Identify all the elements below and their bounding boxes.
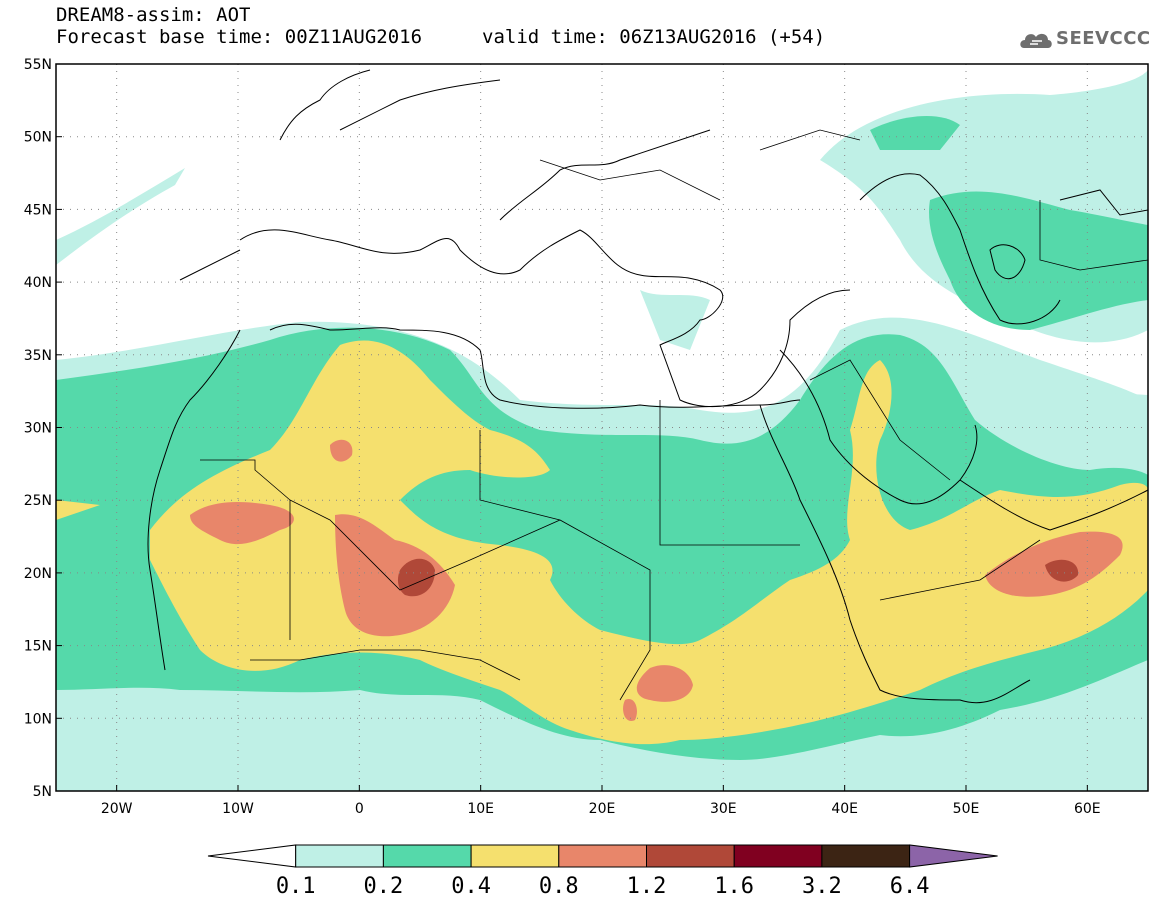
lon-tick-label: 30E — [710, 801, 737, 817]
map-title: DREAM8-assim: AOT — [56, 4, 251, 26]
lon-tick-label: 20W — [101, 801, 133, 817]
colorbar-swatch — [646, 844, 735, 868]
colorbar-label: 1.6 — [714, 874, 754, 899]
lat-tick-label: 55N — [24, 57, 52, 73]
lat-tick-label: 50N — [24, 130, 52, 146]
colorbar-swatch — [470, 844, 560, 868]
lat-tick-label: 20N — [24, 566, 52, 582]
lon-tick-label: 40E — [831, 801, 858, 817]
colorbar-swatch — [558, 844, 647, 868]
forecast-base-time: Forecast base time: 00Z11AUG2016 — [56, 26, 423, 48]
lon-tick-label: 50E — [953, 801, 980, 817]
colorbar-label: 3.2 — [802, 874, 842, 899]
lat-tick-label: 40N — [24, 275, 52, 291]
lat-tick-label: 25N — [24, 493, 52, 509]
lon-tick-label: 20E — [589, 801, 616, 817]
colorbar-label: 1.2 — [627, 874, 667, 899]
graticule — [56, 64, 1148, 791]
colorbar — [207, 844, 998, 868]
lon-tick-label: 0 — [355, 801, 364, 817]
lat-tick-label: 45N — [24, 202, 52, 218]
axis-ticks — [56, 63, 1088, 792]
lat-axis-labels: 55N 50N 45N 40N 35N 30N 25N 20N 15N 10N 5N — [24, 57, 52, 800]
colorbar-labels: 0.1 0.2 0.4 0.8 1.2 1.6 3.2 6.4 — [276, 874, 930, 899]
colorbar-under-triangle — [207, 844, 297, 868]
colorbar-label: 0.1 — [276, 874, 316, 899]
colorbar-swatch — [382, 844, 472, 868]
lat-tick-label: 30N — [24, 421, 52, 437]
lat-tick-label: 10N — [24, 711, 52, 727]
valid-time: valid time: 06Z13AUG2016 (+54) — [482, 26, 826, 48]
lon-axis-labels: 20W 10W 0 10E 20E 30E 40E 50E 60E — [101, 801, 1101, 817]
coastlines — [147, 69, 1148, 704]
cloud-icon — [1020, 33, 1052, 48]
lon-tick-label: 60E — [1074, 801, 1101, 817]
lat-tick-label: 35N — [24, 348, 52, 364]
aot-level-0.4 — [56, 340, 1148, 745]
country-borders — [200, 129, 1148, 701]
logo-text: SEEVCCC — [1056, 28, 1151, 49]
colorbar-swatch — [295, 844, 384, 868]
lat-tick-label: 5N — [33, 784, 52, 800]
colorbar-label: 6.4 — [890, 874, 930, 899]
colorbar-label: 0.2 — [364, 874, 404, 899]
colorbar-label: 0.8 — [539, 874, 579, 899]
colorbar-label: 0.4 — [451, 874, 491, 899]
colorbar-over-triangle — [909, 844, 998, 868]
lon-tick-label: 10E — [467, 801, 494, 817]
lat-tick-label: 15N — [24, 639, 52, 655]
colorbar-swatch — [821, 844, 911, 868]
colorbar-swatch — [733, 844, 823, 868]
lon-tick-label: 10W — [222, 801, 254, 817]
